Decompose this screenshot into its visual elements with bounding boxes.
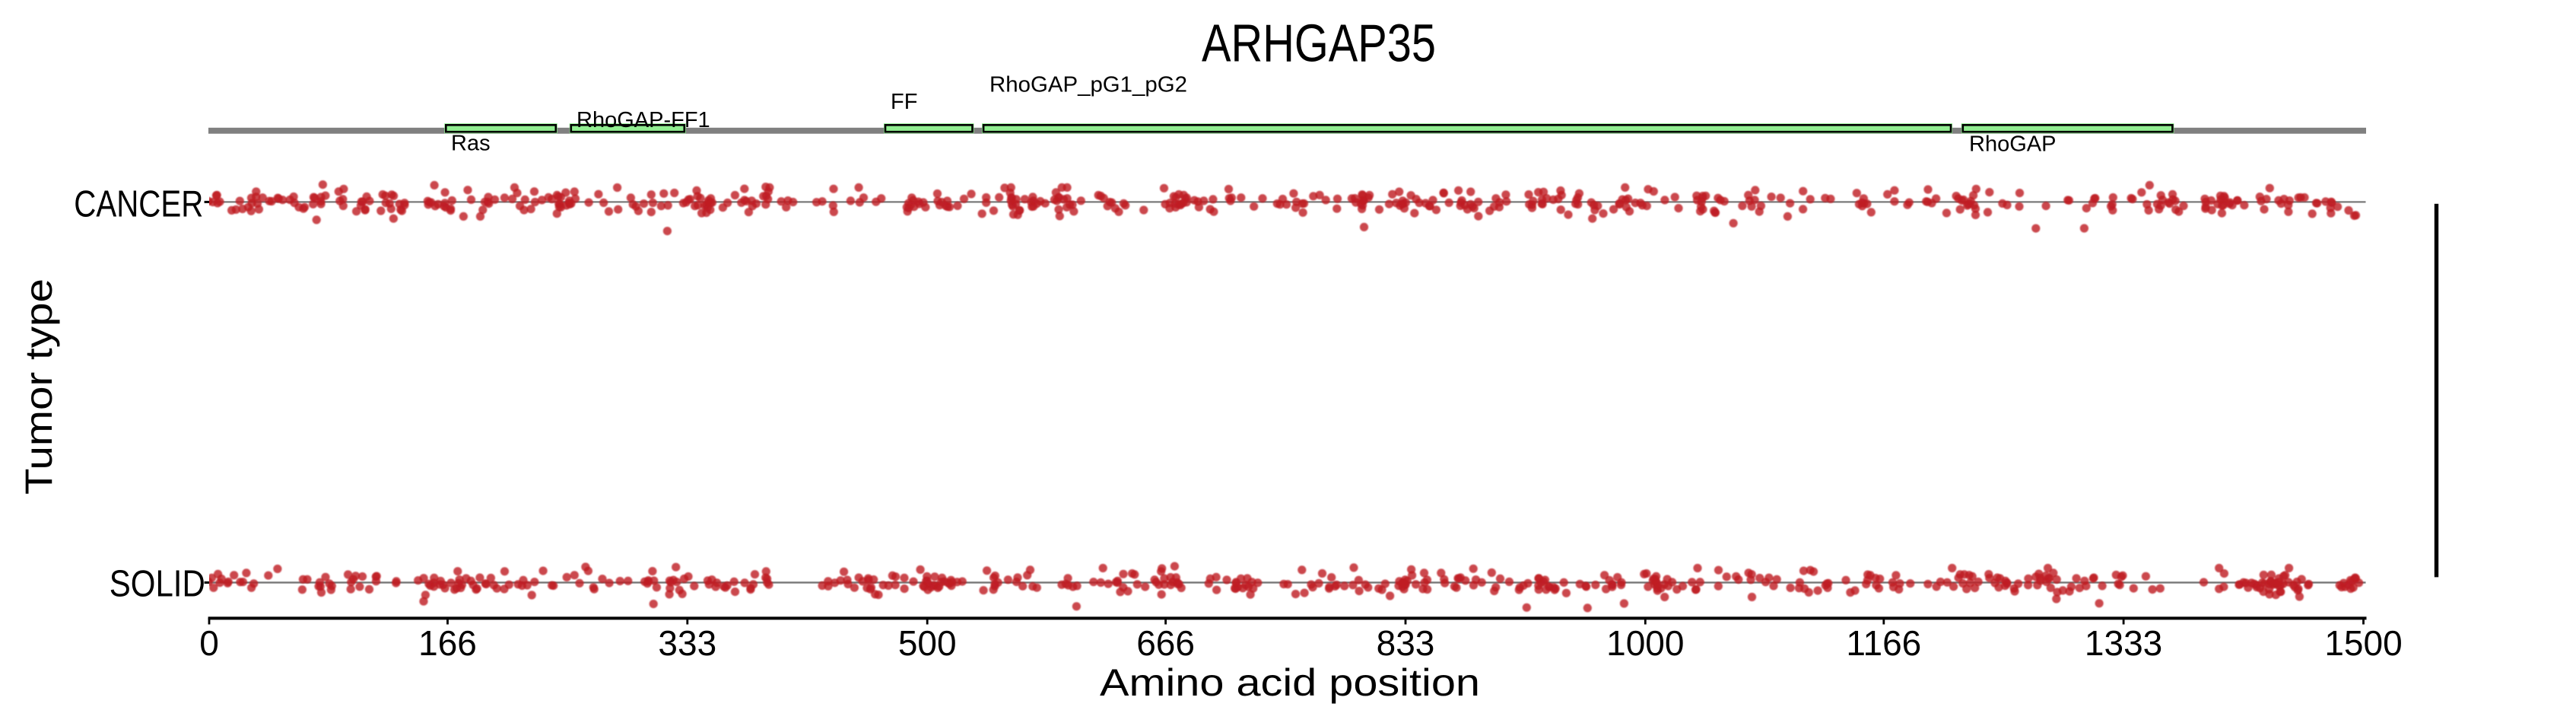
svg-text:SOLID: SOLID — [110, 564, 205, 605]
svg-text:1000: 1000 — [1606, 623, 1684, 663]
svg-text:333: 333 — [658, 623, 716, 663]
svg-text:Amino acid position: Amino acid position — [1100, 661, 1480, 704]
svg-text:500: 500 — [898, 623, 957, 663]
svg-text:1166: 1166 — [1846, 623, 1921, 663]
svg-text:166: 166 — [418, 623, 477, 663]
svg-text:0: 0 — [199, 623, 219, 663]
svg-text:CANCER: CANCER — [74, 184, 203, 225]
svg-text:1333: 1333 — [2085, 623, 2162, 663]
svg-text:Tumor type: Tumor type — [17, 279, 60, 495]
svg-text:RhoGAP_pG1_pG2: RhoGAP_pG1_pG2 — [989, 73, 1187, 97]
svg-text:ARHGAP35: ARHGAP35 — [1202, 14, 1436, 73]
svg-text:666: 666 — [1136, 623, 1195, 663]
svg-text:FF: FF — [891, 90, 917, 114]
svg-text:1500: 1500 — [2324, 623, 2402, 663]
svg-text:RhoGAP-FF1: RhoGAP-FF1 — [577, 108, 710, 132]
svg-text:833: 833 — [1377, 623, 1435, 663]
svg-text:Ras: Ras — [451, 132, 491, 156]
svg-text:RhoGAP: RhoGAP — [1969, 132, 2056, 157]
